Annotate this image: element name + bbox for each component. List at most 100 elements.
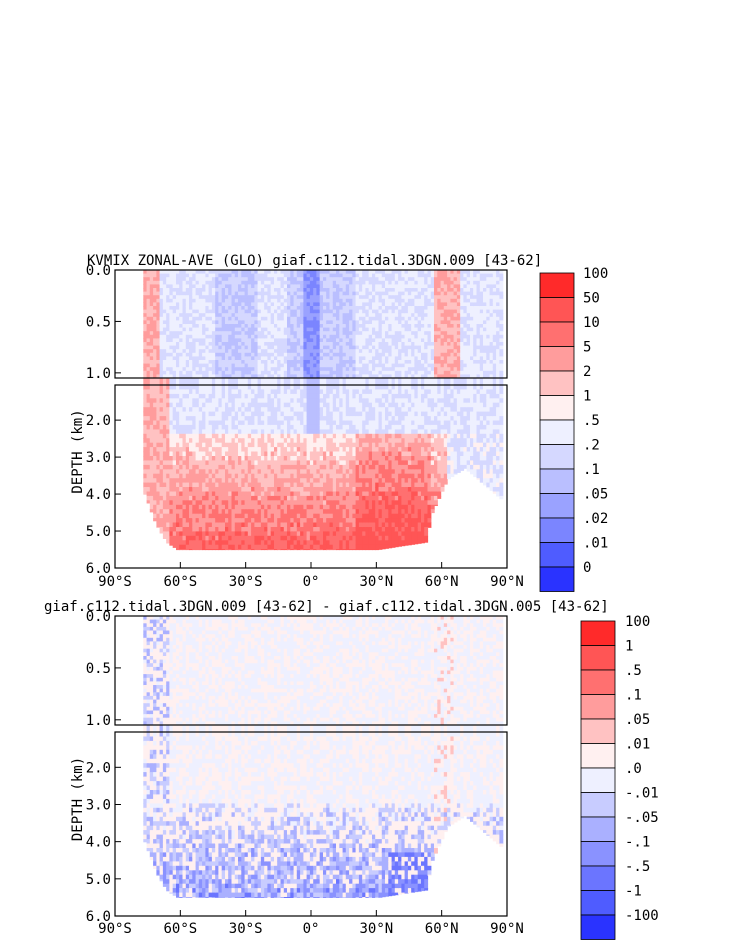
heatmap-cell	[247, 334, 252, 339]
heatmap-cell	[146, 411, 151, 417]
heatmap-cell	[257, 363, 262, 368]
heatmap-cell	[179, 407, 184, 413]
heatmap-cell	[254, 378, 259, 390]
heatmap-cell	[189, 429, 193, 435]
heatmap-cell	[169, 460, 174, 466]
heatmap-cell	[162, 342, 167, 347]
heatmap-cell	[270, 402, 275, 408]
heatmap-cell	[244, 522, 249, 528]
heatmap-cell	[176, 302, 180, 307]
heatmap-cell	[221, 491, 226, 497]
heatmap-cell	[251, 544, 255, 550]
heatmap-cell	[162, 367, 167, 372]
heatmap-cell	[153, 424, 157, 430]
heatmap-cell	[218, 495, 223, 501]
heatmap-cell	[185, 531, 190, 537]
heatmap-cell	[247, 424, 252, 430]
heatmap-cell	[179, 491, 184, 497]
heatmap-cell	[208, 334, 213, 339]
heatmap-cell	[195, 504, 200, 510]
heatmap-cell	[244, 309, 249, 314]
heatmap-cell	[247, 544, 252, 550]
heatmap-cell	[274, 456, 278, 461]
heatmap-cell	[225, 367, 229, 372]
heatmap-cell	[146, 370, 151, 375]
heatmap-cell	[185, 334, 190, 339]
heatmap-cell	[205, 447, 210, 453]
heatmap-cell	[244, 487, 249, 492]
heatmap-cell	[166, 500, 171, 506]
heatmap-cell	[270, 447, 275, 453]
heatmap-cell	[244, 442, 249, 448]
heatmap-cell	[159, 424, 164, 430]
heatmap-cell	[228, 320, 233, 325]
heatmap-cell	[228, 407, 233, 413]
heatmap-cell	[241, 500, 246, 506]
heatmap-cell	[221, 352, 226, 357]
heatmap-cell	[247, 306, 252, 311]
heatmap-cell	[153, 487, 157, 492]
heatmap-cell	[156, 478, 161, 484]
heatmap-cell	[166, 367, 171, 372]
heatmap-cell	[208, 280, 213, 285]
heatmap-cell	[162, 464, 167, 470]
heatmap-cell	[251, 495, 255, 501]
heatmap-cell	[172, 356, 177, 361]
heatmap-cell	[221, 442, 226, 448]
heatmap-cell	[169, 513, 174, 519]
heatmap-cell	[166, 342, 171, 347]
heatmap-cell	[172, 411, 177, 417]
heatmap-cell	[179, 334, 184, 339]
heatmap-cell	[221, 478, 226, 484]
heatmap-cell	[251, 316, 255, 321]
heatmap-cell	[156, 306, 161, 311]
heatmap-cell	[215, 324, 220, 329]
heatmap-cell	[244, 495, 249, 501]
heatmap-cell	[156, 420, 161, 426]
heatmap-cell	[241, 411, 246, 417]
heatmap-cell	[153, 442, 157, 448]
heatmap-cell	[205, 482, 210, 488]
heatmap-cell	[159, 495, 164, 501]
heatmap-cell	[179, 482, 184, 488]
heatmap-cell	[146, 451, 151, 457]
heatmap-cell	[274, 273, 278, 278]
heatmap-cell	[195, 429, 200, 435]
heatmap-cell	[254, 349, 259, 354]
heatmap-cell	[277, 280, 282, 285]
heatmap-cell	[198, 349, 203, 354]
heatmap-cell	[185, 447, 190, 453]
heatmap-cell	[208, 324, 213, 329]
heatmap-cell	[176, 298, 180, 303]
heatmap-cell	[225, 374, 229, 379]
heatmap-cell	[166, 363, 171, 368]
heatmap-cell	[189, 360, 193, 365]
heatmap-cell	[215, 456, 220, 461]
heatmap-cell	[251, 513, 255, 519]
heatmap-cell	[189, 447, 193, 453]
heatmap-cell	[182, 424, 187, 430]
heatmap-cell	[156, 356, 161, 361]
heatmap-cell	[205, 402, 210, 408]
heatmap-cell	[274, 288, 278, 293]
heatmap-cell	[244, 374, 249, 379]
heatmap-cell	[251, 509, 255, 515]
heatmap-cell	[192, 491, 197, 497]
heatmap-cell	[260, 393, 265, 399]
heatmap-cell	[270, 313, 275, 318]
heatmap-cell	[225, 363, 229, 368]
heatmap-cell	[238, 288, 242, 293]
heatmap-cell	[198, 356, 203, 361]
heatmap-cell	[189, 513, 193, 519]
heatmap-cell	[169, 360, 174, 365]
heatmap-cell	[185, 302, 190, 307]
heatmap-cell	[185, 295, 190, 300]
heatmap-cell	[257, 345, 262, 350]
heatmap-cell	[251, 531, 255, 537]
heatmap-cell	[143, 284, 148, 289]
heatmap-cell	[195, 295, 200, 300]
heatmap-cell	[244, 527, 249, 532]
heatmap-cell	[260, 527, 265, 532]
heatmap-cell	[166, 370, 171, 375]
heatmap-cell	[238, 522, 242, 528]
